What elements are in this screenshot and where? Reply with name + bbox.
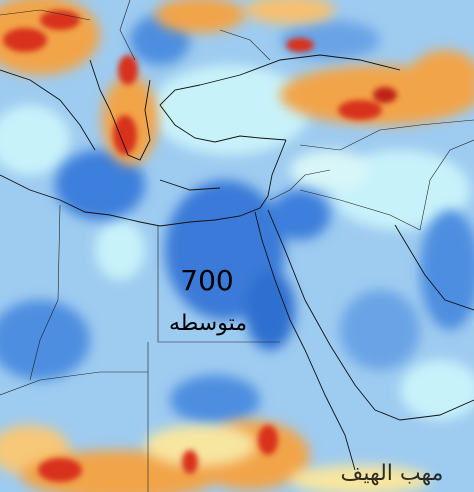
level-label: 700 bbox=[180, 264, 233, 297]
coastline bbox=[0, 139, 287, 227]
field-patch bbox=[0, 105, 70, 175]
coastline bbox=[267, 209, 474, 421]
field-patch bbox=[245, 270, 295, 350]
field-patch bbox=[286, 38, 314, 52]
border bbox=[299, 119, 474, 151]
coastline bbox=[0, 69, 96, 151]
field-patch bbox=[258, 425, 278, 455]
border bbox=[299, 189, 421, 231]
field-patch bbox=[145, 425, 255, 465]
border bbox=[0, 371, 148, 396]
field-blue bbox=[0, 15, 474, 425]
field-patch bbox=[3, 28, 47, 52]
border bbox=[157, 226, 280, 343]
field-patch bbox=[113, 115, 137, 155]
field-patch bbox=[40, 10, 80, 30]
field-patch bbox=[118, 55, 138, 85]
coastlines bbox=[0, 54, 474, 471]
field-patch bbox=[400, 360, 474, 420]
field-patch bbox=[0, 300, 90, 380]
field-patch bbox=[270, 190, 330, 240]
intensity-label: متوسطه bbox=[169, 311, 247, 336]
border bbox=[419, 139, 474, 231]
field-patch bbox=[55, 150, 145, 220]
border bbox=[0, 9, 91, 21]
field-light bbox=[0, 65, 474, 420]
field-patch bbox=[420, 210, 474, 330]
field-red bbox=[3, 10, 397, 482]
border bbox=[269, 169, 331, 201]
field-patch bbox=[150, 65, 310, 155]
field-patch bbox=[290, 465, 430, 492]
coastline bbox=[159, 84, 287, 143]
coastline bbox=[199, 54, 401, 86]
coastline bbox=[254, 211, 356, 471]
field-patch bbox=[182, 450, 198, 474]
field-patch bbox=[38, 458, 82, 482]
field-patch bbox=[373, 87, 397, 103]
field-patch bbox=[170, 375, 260, 425]
border bbox=[219, 29, 271, 61]
field-patch bbox=[338, 100, 382, 120]
border bbox=[29, 204, 61, 381]
coastline bbox=[394, 224, 474, 311]
field-patch bbox=[155, 0, 245, 33]
field-patch bbox=[245, 0, 335, 24]
field-patch bbox=[340, 290, 420, 370]
coastline bbox=[89, 59, 151, 161]
coastline bbox=[159, 179, 221, 191]
field-patch bbox=[95, 220, 145, 280]
field-patch bbox=[410, 50, 474, 100]
border bbox=[119, 0, 136, 61]
watermark: مهب الهيف bbox=[341, 461, 444, 486]
